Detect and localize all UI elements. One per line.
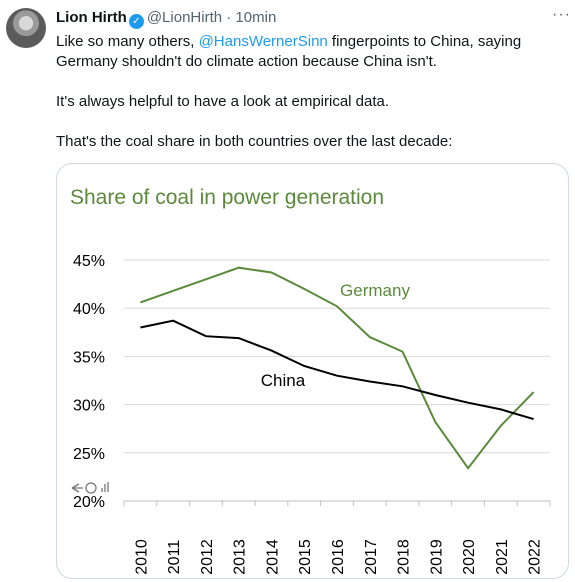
text-part: fingerpoints to China, saying Germany sh…	[56, 33, 522, 70]
tweet-paragraph-3: That's the coal share in both countries …	[56, 133, 453, 150]
chart-watermark-icon	[71, 482, 109, 494]
text-part: Like so many others,	[56, 33, 199, 50]
x-tick-label: 2010	[133, 539, 150, 575]
x-tick-label: 2015	[297, 539, 314, 575]
avatar[interactable]	[6, 8, 46, 48]
more-options-icon[interactable]: ···	[552, 6, 571, 23]
verified-icon: ✓	[128, 14, 144, 29]
x-tick-label: 2021	[494, 539, 511, 575]
x-tick-label: 2013	[232, 539, 249, 575]
x-tick-label: 2022	[527, 539, 544, 575]
y-tick-label: 25%	[73, 446, 105, 463]
series-line-germany	[140, 266, 535, 470]
coal-share-chart: Share of coal in power generation 20% 25%…	[70, 186, 551, 575]
author-handle[interactable]: @LionHirth	[146, 9, 223, 26]
chart-title: Share of coal in power generation	[70, 186, 384, 209]
chart-series	[140, 266, 535, 470]
author-name[interactable]: Lion Hirth	[56, 9, 127, 26]
mention-link[interactable]: @HansWernerSinn	[198, 33, 328, 50]
y-tick-label: 40%	[73, 301, 105, 318]
series-line-china	[140, 319, 534, 421]
x-tick-label: 2014	[264, 539, 281, 575]
series-label-germany: Germany	[340, 281, 410, 300]
y-tick-labels: 20% 25% 30% 35% 40% 45%	[73, 253, 105, 511]
tweet-paragraph-1: Like so many others, @HansWernerSinn fin…	[56, 32, 561, 72]
tweet-text: Like so many others, @HansWernerSinn fin…	[56, 32, 561, 172]
x-tick-label: 2019	[428, 539, 445, 575]
chart-grid	[123, 259, 551, 506]
tweet-header: Lion Hirth ✓ @LionHirth · 10min	[56, 9, 276, 29]
tweet-paragraph-2: It's always helpful to have a look at em…	[56, 93, 390, 110]
timestamp[interactable]: · 10min	[226, 9, 277, 26]
x-tick-labels: 2010 2011 2012 2013 2014 2015 2016 2017 2018 2019…	[133, 539, 543, 575]
x-tick-label: 2018	[396, 539, 413, 575]
chart-image-card[interactable]: Share of coal in power generation 20% 25%…	[56, 163, 569, 579]
x-tick-label: 2020	[461, 539, 478, 575]
series-label-china: China	[261, 371, 306, 390]
y-tick-label: 35%	[73, 349, 105, 366]
y-tick-label: 45%	[73, 253, 105, 270]
x-tick-label: 2017	[363, 539, 380, 575]
x-tick-label: 2012	[199, 539, 216, 575]
series-labels: Germany China	[261, 281, 411, 390]
x-tick-label: 2016	[330, 539, 347, 575]
y-tick-label: 20%	[73, 494, 105, 511]
x-tick-label: 2011	[166, 540, 183, 575]
y-tick-label: 30%	[73, 398, 105, 415]
